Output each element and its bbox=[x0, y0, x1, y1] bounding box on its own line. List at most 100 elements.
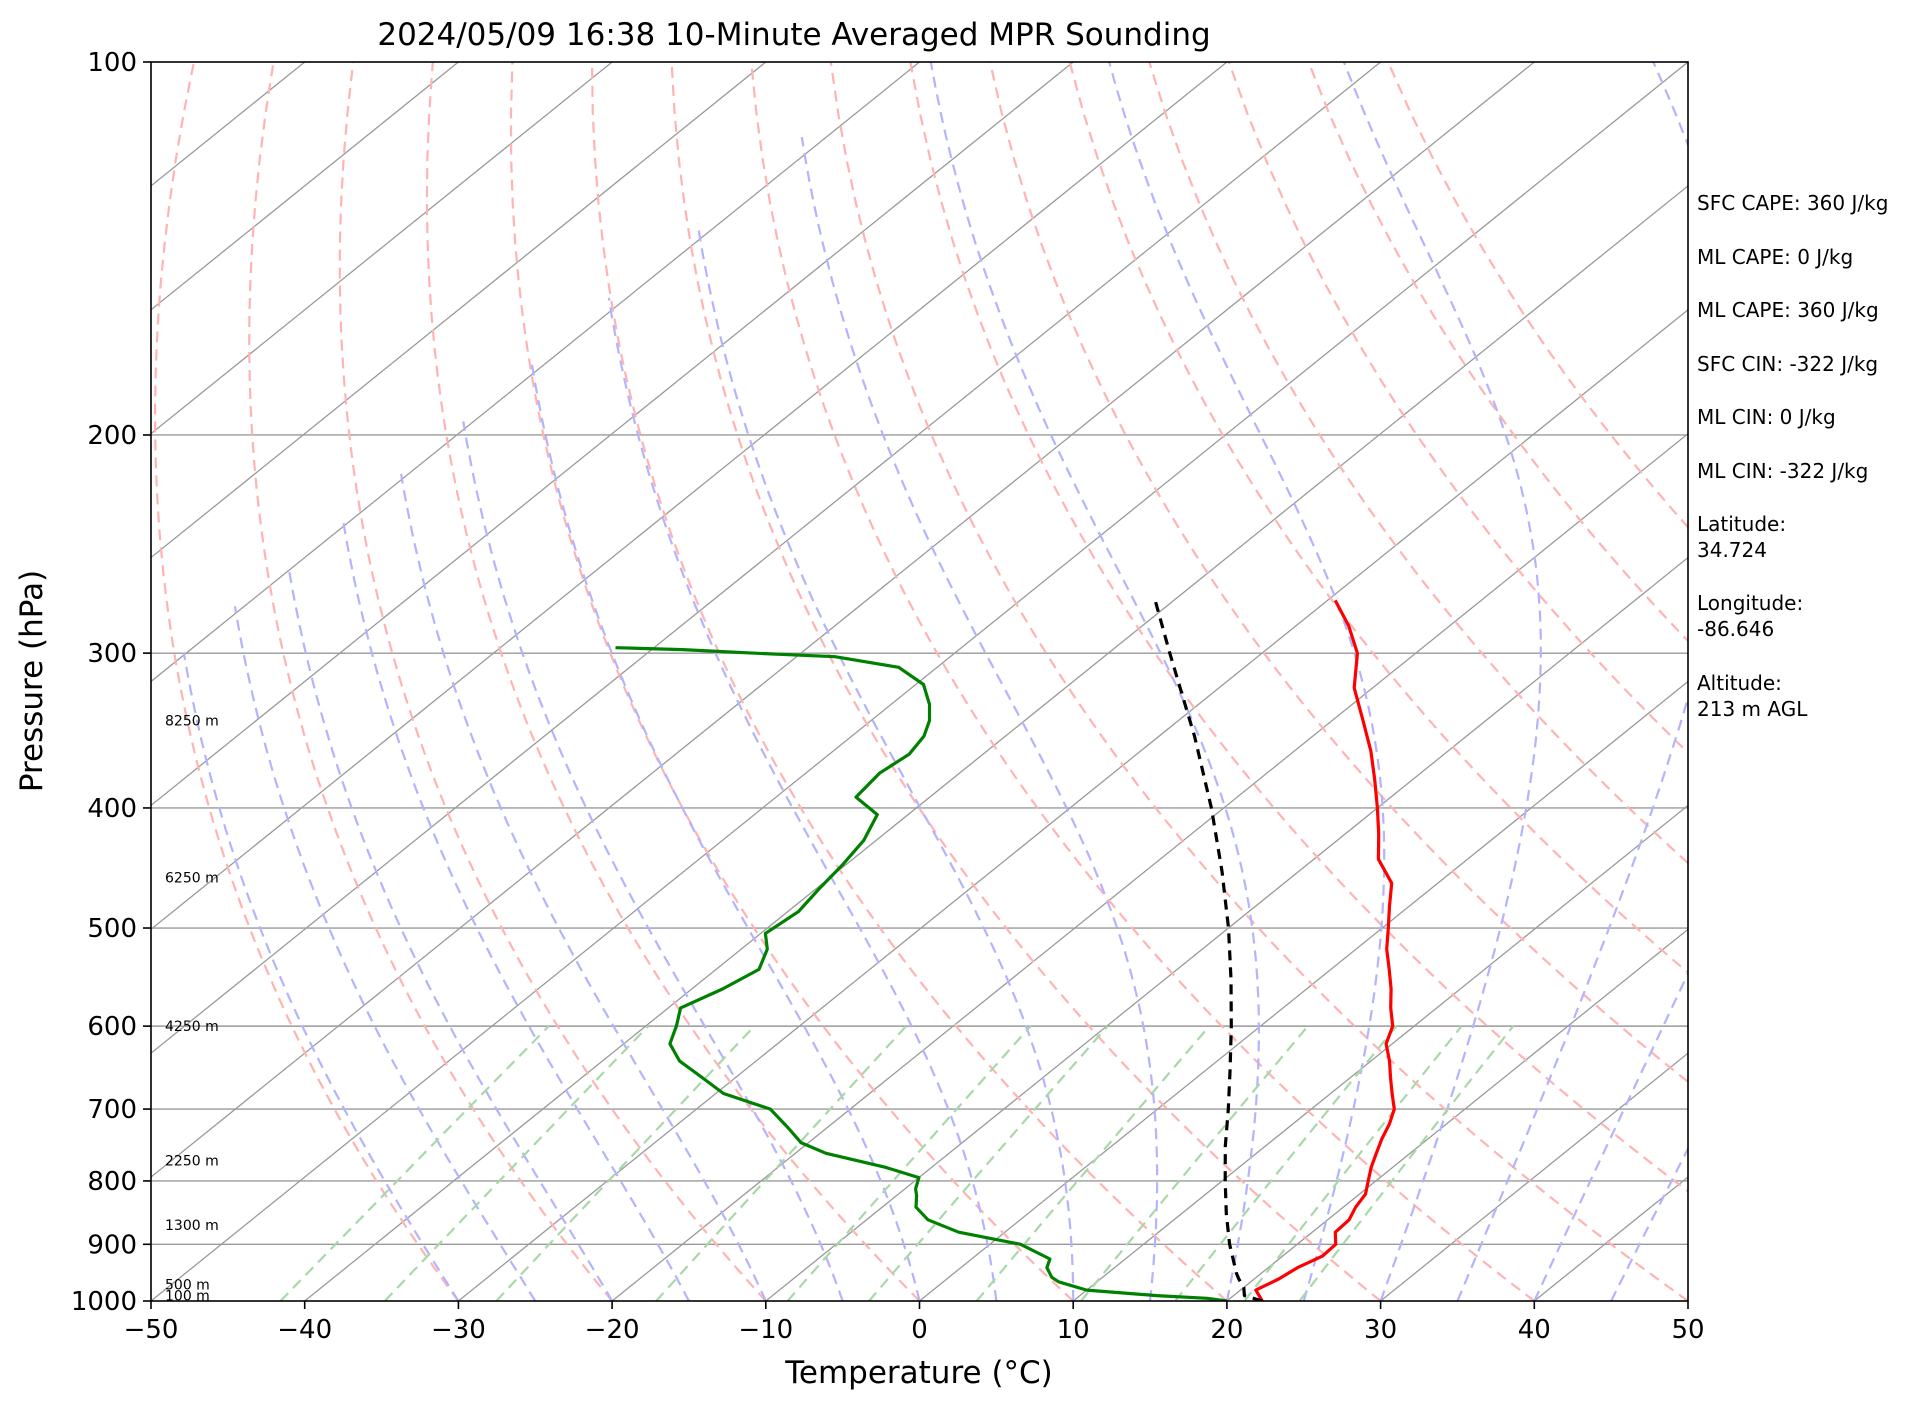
x-tick-label: −30 bbox=[431, 1315, 486, 1345]
height-label: 1300 m bbox=[165, 1218, 219, 1234]
height-label: 4250 m bbox=[165, 1019, 219, 1035]
data-lines bbox=[615, 596, 1396, 1301]
y-tick-label: 800 bbox=[87, 1167, 137, 1197]
info-line: ML CAPE: 0 J/kg bbox=[1697, 245, 1853, 269]
mixing-ratio-line bbox=[868, 1025, 1109, 1301]
dry-adiabat-line bbox=[909, 62, 1688, 1193]
moist-adiabat-line bbox=[1610, 1146, 1688, 1301]
dry-adiabat-line bbox=[829, 62, 1688, 1301]
y-tick-label: 700 bbox=[87, 1095, 137, 1125]
x-axis: −50 −40 −30 −20 −10 0 10 20 30 40 50 bbox=[124, 1301, 1705, 1345]
moist-adiabat-line bbox=[696, 223, 1075, 1301]
x-tick-label: 50 bbox=[1671, 1315, 1704, 1345]
info-line: 213 m AGL bbox=[1697, 697, 1808, 721]
info-line: ML CIN: -322 J/kg bbox=[1697, 459, 1868, 483]
y-tick-label: 600 bbox=[87, 1012, 137, 1042]
moist-adiabat-line bbox=[929, 62, 1260, 1301]
isotherm-line bbox=[151, 62, 1535, 1178]
isotherm-line bbox=[919, 680, 1688, 1301]
info-line: Latitude: bbox=[1697, 512, 1786, 536]
info-line: SFC CAPE: 360 J/kg bbox=[1697, 191, 1888, 215]
mixing-ratio-line bbox=[1243, 1025, 1463, 1301]
moist-adiabat-line bbox=[607, 297, 998, 1301]
moist-adiabat-line bbox=[342, 521, 690, 1301]
mixing-ratio-line bbox=[279, 1025, 550, 1301]
moist-adiabat-line bbox=[1456, 62, 1688, 1301]
height-label: 8250 m bbox=[165, 714, 219, 730]
info-line: 34.724 bbox=[1697, 538, 1767, 562]
x-tick-label: 30 bbox=[1364, 1315, 1397, 1345]
dry-adiabat-line bbox=[153, 62, 460, 1301]
y-tick-label: 1000 bbox=[71, 1287, 137, 1317]
dry-adiabat-line bbox=[988, 62, 1688, 1084]
isotherm-line bbox=[1072, 804, 1688, 1301]
moist-adiabat-line bbox=[1108, 62, 1386, 1301]
y-tick-label: 900 bbox=[87, 1230, 137, 1260]
chart-title: 2024/05/09 16:38 10-Minute Averaged MPR … bbox=[377, 17, 1210, 53]
moist-adiabat-line bbox=[530, 362, 921, 1301]
x-tick-label: −40 bbox=[277, 1315, 332, 1345]
x-tick-label: 0 bbox=[911, 1315, 928, 1345]
dry-adiabat-line bbox=[750, 62, 1535, 1301]
isotherm-line bbox=[151, 62, 459, 311]
background-lines bbox=[151, 62, 1688, 1301]
isotherm-line bbox=[151, 62, 1074, 807]
moist-adiabat-line bbox=[287, 565, 614, 1301]
info-line: ML CIN: 0 J/kg bbox=[1697, 405, 1836, 429]
info-line: ML CAPE: 360 J/kg bbox=[1697, 298, 1879, 322]
isotherm-line bbox=[151, 62, 613, 435]
x-tick-label: −50 bbox=[124, 1315, 179, 1345]
dry-adiabat-line bbox=[338, 62, 767, 1301]
mixing-ratio-line bbox=[1174, 1025, 1398, 1301]
dry-adiabat-line bbox=[590, 62, 1228, 1301]
isotherm-line bbox=[151, 62, 767, 559]
x-tick-label: −20 bbox=[585, 1315, 640, 1345]
x-tick-label: 40 bbox=[1518, 1315, 1551, 1345]
info-panel: SFC CAPE: 360 J/kg ML CAPE: 0 J/kg ML CAPE… bbox=[1697, 191, 1888, 721]
y-tick-label: 400 bbox=[87, 794, 137, 824]
moist-adiabat-line bbox=[462, 421, 844, 1301]
dry-adiabat-line bbox=[1148, 62, 1688, 865]
y-tick-label: 500 bbox=[87, 914, 137, 944]
moist-adiabat-line bbox=[400, 473, 767, 1301]
y-tick-label: 100 bbox=[87, 48, 137, 78]
height-label: 100 m bbox=[165, 1289, 210, 1305]
isotherm-line bbox=[151, 62, 1228, 931]
isotherm-line bbox=[457, 308, 1688, 1301]
isotherm-line bbox=[304, 185, 1688, 1301]
parcel-line bbox=[1152, 596, 1263, 1301]
info-line: Longitude: bbox=[1697, 591, 1803, 615]
dry-adiabat-line bbox=[1227, 62, 1688, 755]
moist-adiabat-line bbox=[1342, 62, 1542, 1301]
isotherm-line bbox=[151, 62, 1382, 1055]
moist-adiabat-line bbox=[233, 606, 537, 1301]
isotherm-line bbox=[1226, 928, 1688, 1301]
y-axis-label: Pressure (hPa) bbox=[14, 570, 50, 792]
temperature-line bbox=[1254, 599, 1396, 1301]
height-label: 2250 m bbox=[165, 1153, 219, 1169]
isotherm-line bbox=[611, 432, 1688, 1301]
dry-adiabat-line bbox=[1068, 62, 1688, 975]
y-axis: 1000 900 800 700 600 500 400 300 200 100 bbox=[71, 48, 151, 1317]
mixing-ratio-line bbox=[1298, 1025, 1515, 1301]
mixing-ratio-line bbox=[786, 1025, 1032, 1301]
y-tick-label: 300 bbox=[87, 639, 137, 669]
moist-adiabat-line bbox=[1533, 970, 1688, 1301]
dewpoint-line bbox=[615, 646, 1228, 1301]
isotherm-line bbox=[151, 62, 920, 683]
info-line: -86.646 bbox=[1697, 617, 1774, 641]
y-tick-label: 200 bbox=[87, 421, 137, 451]
info-line: Altitude: bbox=[1697, 671, 1782, 695]
mixing-ratio-line bbox=[384, 1025, 649, 1301]
dry-adiabat-line bbox=[248, 62, 613, 1301]
isotherm-line bbox=[1380, 1052, 1688, 1301]
dry-adiabat-line bbox=[509, 62, 1074, 1301]
dry-adiabat-line bbox=[425, 62, 921, 1301]
height-label: 500 m bbox=[165, 1278, 210, 1294]
info-line: SFC CIN: -322 J/kg bbox=[1697, 352, 1878, 376]
moist-adiabat-line bbox=[182, 653, 460, 1301]
x-tick-label: −10 bbox=[738, 1315, 793, 1345]
moist-adiabat-line bbox=[800, 137, 1159, 1301]
